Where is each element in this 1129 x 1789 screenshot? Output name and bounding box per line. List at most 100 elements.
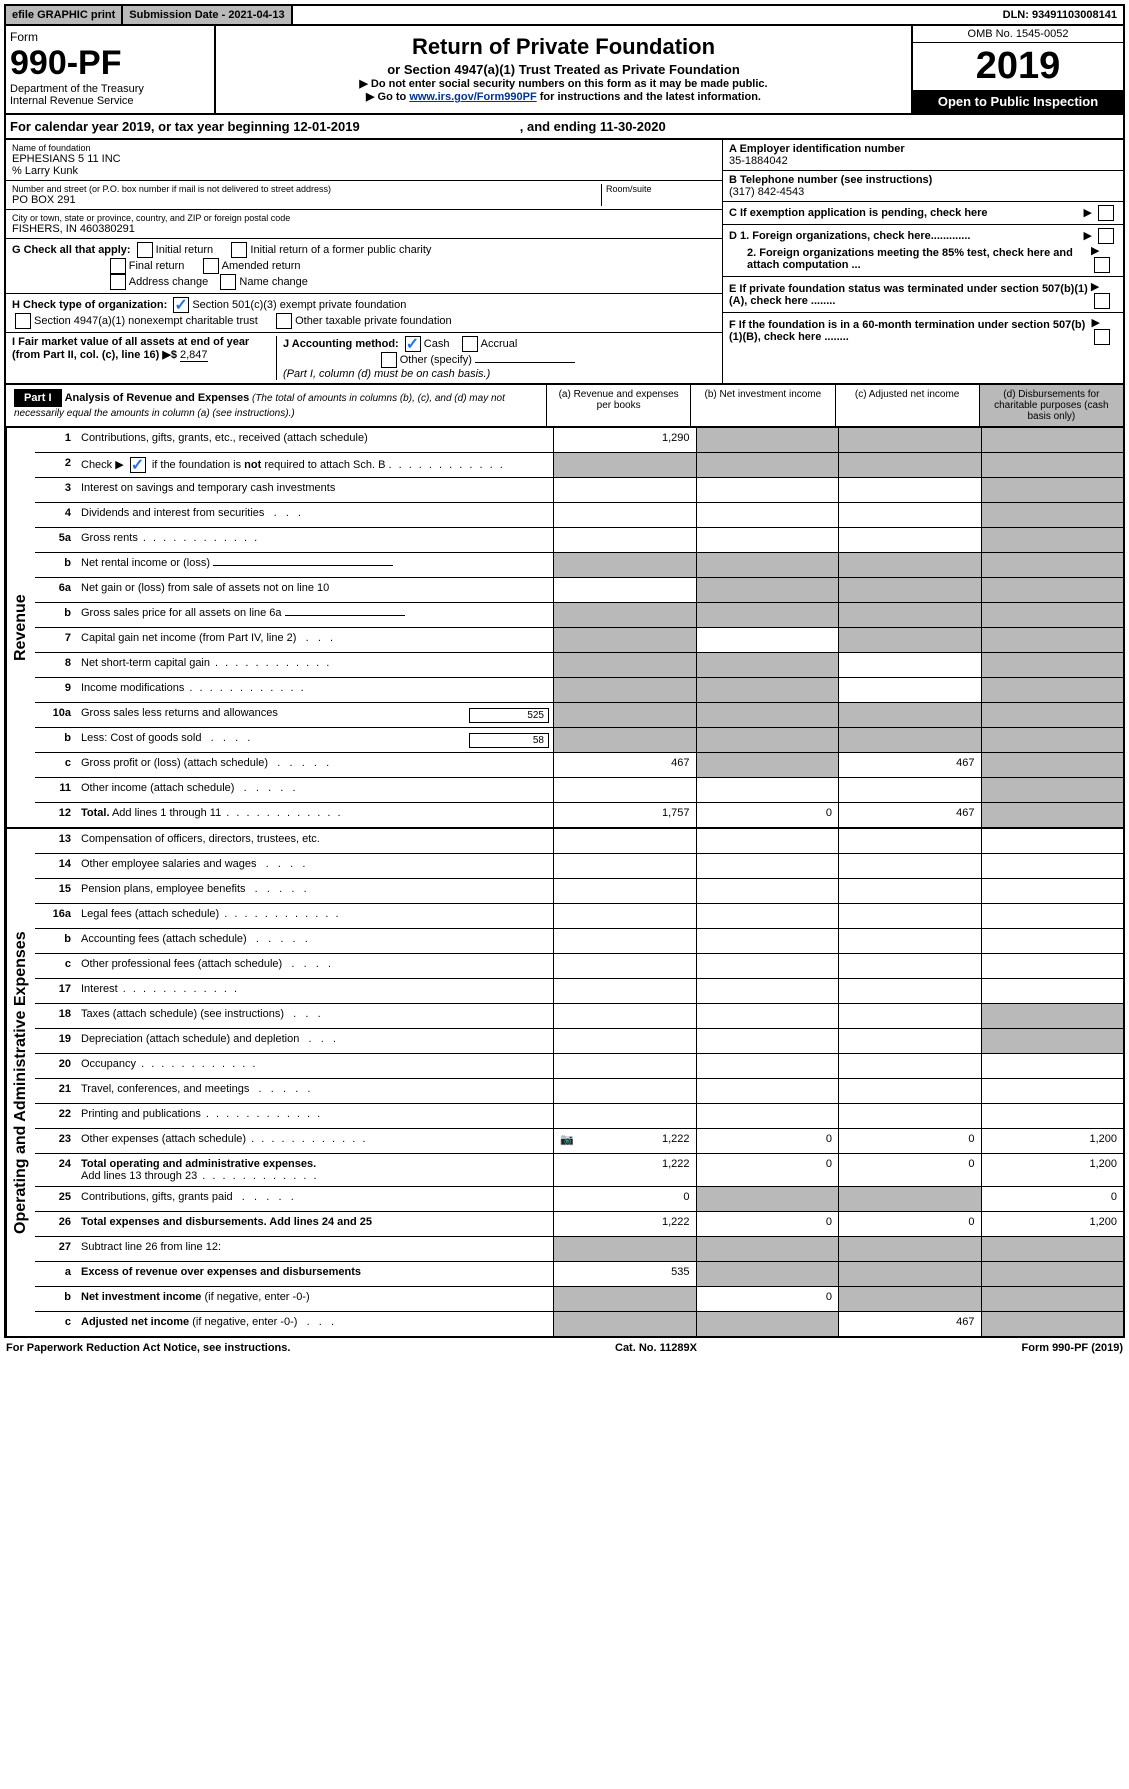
line-27c-col-a <box>553 1312 696 1336</box>
j-other: Other (specify) <box>400 354 472 366</box>
care-of: % Larry Kunk <box>12 165 716 177</box>
j-accrual: Accrual <box>481 338 518 350</box>
line-21-col-b <box>696 1079 839 1103</box>
phone-value: (317) 842-4543 <box>729 186 804 198</box>
line-25-col-a: 0 <box>553 1187 696 1211</box>
line-19-col-d <box>981 1029 1124 1053</box>
line-4-col-b <box>696 503 839 527</box>
line-10c-col-c: 467 <box>838 753 981 777</box>
line-11-col-a <box>553 778 696 802</box>
g-opt-2: Final return <box>129 260 185 272</box>
d2-checkbox[interactable] <box>1094 257 1110 273</box>
ein-value: 35-1884042 <box>729 155 788 167</box>
submission-date: Submission Date - 2021-04-13 <box>123 6 292 24</box>
line-26-col-d: 1,200 <box>981 1212 1124 1236</box>
room-label: Room/suite <box>606 184 716 194</box>
revenue-side-label: Revenue <box>6 428 35 827</box>
4947a1-checkbox[interactable] <box>15 313 31 329</box>
line-13-num: 13 <box>35 829 77 853</box>
line-12: 12 Total. Add lines 1 through 11 1,757 0… <box>35 802 1123 827</box>
line-11-desc: Other income (attach schedule) . . . . . <box>77 778 553 802</box>
line-5b-num: b <box>35 553 77 577</box>
line-7-col-d <box>981 628 1124 652</box>
amended-return-checkbox[interactable] <box>203 258 219 274</box>
line-2-col-c <box>838 453 981 477</box>
final-return-checkbox[interactable] <box>110 258 126 274</box>
line-10a-desc: Gross sales less returns and allowances … <box>77 703 553 727</box>
line-8-col-d <box>981 653 1124 677</box>
line-2: 2 Check ▶ if the foundation is not requi… <box>35 452 1123 477</box>
line-27a-col-b <box>696 1262 839 1286</box>
initial-return-checkbox[interactable] <box>137 242 153 258</box>
line-2-pre: Check ▶ <box>81 459 124 471</box>
part1-header-row: Part I Analysis of Revenue and Expenses … <box>4 385 1125 428</box>
address-change-checkbox[interactable] <box>110 274 126 290</box>
line-11-col-b <box>696 778 839 802</box>
attachment-icon[interactable]: 📷 <box>560 1134 574 1146</box>
line-26-col-c: 0 <box>838 1212 981 1236</box>
revenue-section: Revenue 1 Contributions, gifts, grants, … <box>4 428 1125 829</box>
line-27-num: 27 <box>35 1237 77 1261</box>
cash-checkbox[interactable] <box>405 336 421 352</box>
line-18-desc: Taxes (attach schedule) (see instruction… <box>77 1004 553 1028</box>
name-change-checkbox[interactable] <box>220 274 236 290</box>
line-20-col-d <box>981 1054 1124 1078</box>
line-21-col-a <box>553 1079 696 1103</box>
line-20-col-c <box>838 1054 981 1078</box>
line-23-col-c: 0 <box>838 1129 981 1153</box>
line-8-col-c <box>838 653 981 677</box>
line-7-col-a <box>553 628 696 652</box>
line-3-col-d <box>981 478 1124 502</box>
line-27a-col-d <box>981 1262 1124 1286</box>
d1-checkbox[interactable] <box>1098 228 1114 244</box>
sch-b-checkbox[interactable] <box>130 457 146 473</box>
line-27b-col-a <box>553 1287 696 1311</box>
f-label: F If the foundation is in a 60-month ter… <box>729 319 1085 343</box>
line-22-col-c <box>838 1104 981 1128</box>
catalog-number: Cat. No. 11289X <box>615 1342 697 1354</box>
line-5a-col-d <box>981 528 1124 552</box>
ein-cell: A Employer identification number 35-1884… <box>723 140 1123 171</box>
dept-treasury: Department of the Treasury <box>10 83 210 95</box>
line-10c-col-d <box>981 753 1124 777</box>
line-27a-col-c <box>838 1262 981 1286</box>
line-19-col-a <box>553 1029 696 1053</box>
line-11-num: 11 <box>35 778 77 802</box>
efile-print-button[interactable]: efile GRAPHIC print <box>6 6 123 24</box>
line-10b-col-a <box>553 728 696 752</box>
line-18-col-d <box>981 1004 1124 1028</box>
j-note: (Part I, column (d) must be on cash basi… <box>283 368 490 380</box>
line-15-desc: Pension plans, employee benefits . . . .… <box>77 879 553 903</box>
line-5b-col-a <box>553 553 696 577</box>
h-opt-2: Section 4947(a)(1) nonexempt charitable … <box>34 315 258 327</box>
other-taxable-checkbox[interactable] <box>276 313 292 329</box>
line-27a: a Excess of revenue over expenses and di… <box>35 1261 1123 1286</box>
line-16b-desc: Accounting fees (attach schedule) . . . … <box>77 929 553 953</box>
col-a-header: (a) Revenue and expenses per books <box>546 385 690 426</box>
f-checkbox[interactable] <box>1094 329 1110 345</box>
line-8-col-b <box>696 653 839 677</box>
line-8: 8 Net short-term capital gain <box>35 652 1123 677</box>
line-7-desc: Capital gain net income (from Part IV, l… <box>77 628 553 652</box>
line-10b-col-d <box>981 728 1124 752</box>
line-1: 1 Contributions, gifts, grants, etc., re… <box>35 428 1123 452</box>
line-18: 18 Taxes (attach schedule) (see instruct… <box>35 1003 1123 1028</box>
line-17-col-c <box>838 979 981 1003</box>
form990pf-link[interactable]: www.irs.gov/Form990PF <box>409 91 536 103</box>
line-26-num: 26 <box>35 1212 77 1236</box>
line-16c: c Other professional fees (attach schedu… <box>35 953 1123 978</box>
c-checkbox[interactable] <box>1098 205 1114 221</box>
e-checkbox[interactable] <box>1094 293 1110 309</box>
line-25-col-b <box>696 1187 839 1211</box>
line-3: 3 Interest on savings and temporary cash… <box>35 477 1123 502</box>
line-27a-col-a: 535 <box>553 1262 696 1286</box>
line-14-col-b <box>696 854 839 878</box>
501c3-checkbox[interactable] <box>173 297 189 313</box>
accrual-checkbox[interactable] <box>462 336 478 352</box>
line-10a-num: 10a <box>35 703 77 727</box>
other-specify-checkbox[interactable] <box>381 352 397 368</box>
line-22-col-d <box>981 1104 1124 1128</box>
initial-former-checkbox[interactable] <box>231 242 247 258</box>
line-10c-col-a: 467 <box>553 753 696 777</box>
section-e: E If private foundation status was termi… <box>723 277 1123 313</box>
